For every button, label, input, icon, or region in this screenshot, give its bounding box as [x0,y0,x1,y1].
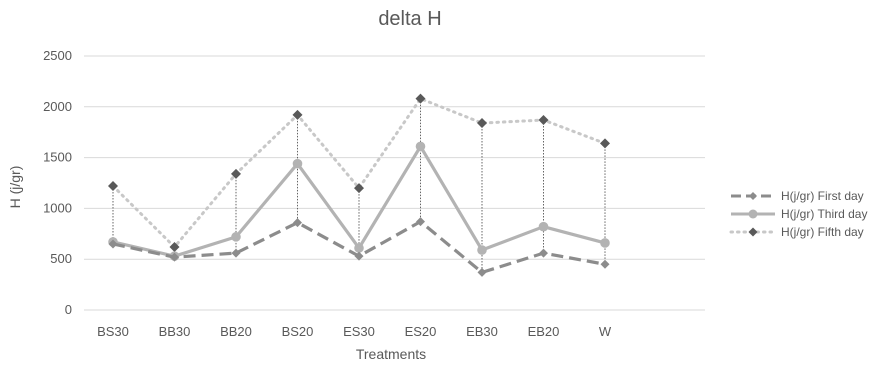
data-point [539,248,548,258]
x-axis-ticks: BS30 BB30 BB20 BS20 ES30 ES20 EB30 EB20 W [97,324,612,339]
legend-label: H(j/gr) Third day [781,207,867,221]
x-tick-label: BB20 [220,324,252,339]
legend-entry: H(j/gr) First day [731,189,864,203]
series-2 [108,93,610,253]
x-tick-label: ES30 [343,324,375,339]
data-point [231,248,241,258]
legend-marker [748,227,758,237]
y-axis-ticks: 0 500 1000 1500 2000 2500 [43,48,72,317]
data-point [231,232,241,242]
x-tick-label: ES20 [405,324,437,339]
data-point [169,242,180,253]
legend-label: H(j/gr) Fifth day [781,225,864,239]
series-layer [108,93,610,277]
data-point [108,181,118,192]
y-tick-label: 500 [50,251,72,266]
x-tick-label: EB30 [466,324,498,339]
data-point [108,239,118,249]
data-point [416,217,425,227]
legend-entry: H(j/gr) Fifth day [729,225,864,239]
data-point [415,93,426,104]
y-axis-label: H (j/gr) [7,166,23,209]
data-point [292,158,303,169]
chart-title: delta H [378,8,441,30]
y-tick-label: 2000 [43,99,72,114]
legend-label: H(j/gr) First day [781,189,864,203]
y-tick-label: 0 [65,302,72,317]
x-tick-label: BS20 [282,324,314,339]
legend-marker [749,192,757,200]
data-point [477,267,487,277]
data-point [600,259,610,269]
y-tick-label: 1500 [43,150,72,165]
legend: H(j/gr) First day H(j/gr) Third day H(j/gr… [729,189,867,239]
data-point [415,141,426,152]
data-point [354,251,364,261]
data-point [293,218,302,228]
series-0 [108,217,610,277]
gridlines [84,55,705,311]
data-point [538,221,549,232]
data-point [600,138,610,149]
data-point [170,252,179,262]
x-axis-label: Treatments [356,346,426,362]
y-tick-label: 1000 [43,200,72,215]
x-tick-label: BB30 [159,324,191,339]
data-point [477,245,487,255]
x-tick-label: BS30 [97,324,129,339]
data-point [477,118,487,129]
x-tick-label: EB20 [528,324,560,339]
data-point [354,183,364,194]
x-tick-label: W [599,324,612,339]
legend-entry: H(j/gr) Third day [731,207,867,221]
data-point [600,238,610,248]
data-point [354,243,364,253]
y-tick-label: 2500 [43,48,72,63]
legend-marker [748,209,758,219]
data-point [292,109,303,120]
data-point [231,168,241,179]
data-point [538,115,549,126]
